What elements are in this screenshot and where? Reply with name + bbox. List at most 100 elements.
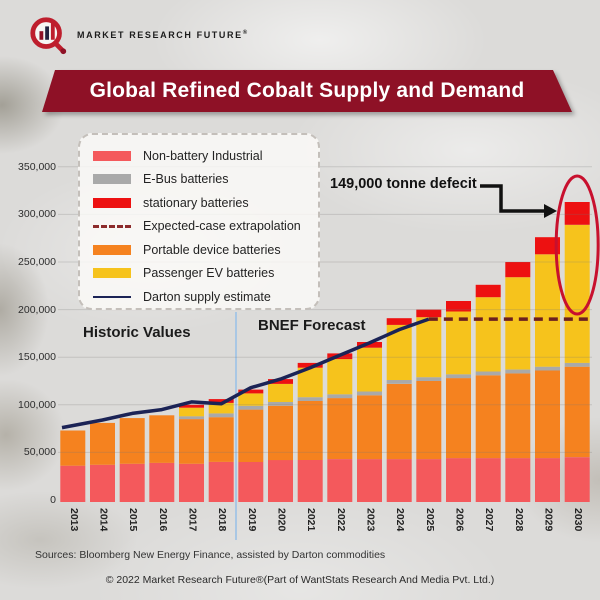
page-title: Global Refined Cobalt Supply and Demand: [89, 79, 525, 102]
x-tick-2029: 2029: [542, 508, 555, 532]
bar-2029-stationary-batteries: [535, 237, 560, 255]
bar-2013-portable-device-batteries: [60, 430, 86, 466]
registered-mark: ®: [242, 30, 249, 36]
x-tick-2016: 2016: [156, 508, 169, 532]
bar-2018-passenger-ev-batteries: [208, 402, 234, 414]
bar-2020-passenger-ev-batteries: [268, 383, 293, 402]
bar-2021-stationary-batteries: [297, 362, 323, 368]
bar-2014-non-battery-industrial: [90, 464, 115, 502]
bar-2019-e-bus-batteries: [238, 405, 264, 410]
legend-swatch-stationary: [93, 197, 131, 208]
bar-2021-non-battery-industrial: [297, 460, 323, 502]
x-tick-2015: 2015: [127, 508, 140, 532]
bar-2029-e-bus-batteries: [535, 366, 560, 371]
bar-2021-e-bus-batteries: [297, 397, 323, 401]
bar-2026-stationary-batteries: [446, 301, 471, 312]
legend-swatch-passenger-ev: [93, 268, 131, 279]
bar-2017-non-battery-industrial: [179, 463, 204, 502]
sources-note: Sources: Bloomberg New Energy Finance, a…: [35, 549, 386, 561]
bar-2018-non-battery-industrial: [208, 461, 234, 502]
bar-2015-portable-device-batteries: [119, 418, 145, 464]
legend-swatch-non-battery: [93, 150, 131, 161]
bar-2018-portable-device-batteries: [208, 417, 234, 462]
bar-2023-passenger-ev-batteries: [357, 347, 382, 392]
bar-2019-non-battery-industrial: [238, 461, 264, 502]
legend-item-passenger-ev: Passenger EV batteries: [93, 262, 318, 286]
darton-supply-line: [61, 317, 430, 430]
market-research-future-logo-icon: [30, 17, 67, 55]
bar-2026-portable-device-batteries: [446, 378, 471, 459]
chart-legend: Non-battery Industrial E-Bus batteries s…: [78, 133, 320, 310]
bar-2028-passenger-ev-batteries: [505, 277, 531, 370]
bar-2013-non-battery-industrial: [60, 465, 86, 502]
x-tick-2017: 2017: [186, 508, 199, 532]
bar-2024-non-battery-industrial: [386, 459, 412, 502]
copyright-note: © 2022 Market Research Future®(Part of W…: [105, 574, 495, 586]
bnef-forecast-label: BNEF Forecast: [258, 317, 366, 334]
x-tick-2018: 2018: [216, 508, 229, 532]
bar-2019-passenger-ev-batteries: [238, 393, 264, 406]
bar-2027-portable-device-batteries: [475, 375, 501, 459]
x-tick-2026: 2026: [453, 508, 466, 532]
bar-2030-stationary-batteries: [564, 202, 590, 225]
title-banner: Global Refined Cobalt Supply and Demand: [42, 70, 572, 112]
deficit-annotation: 149,000 tonne defecit: [330, 176, 477, 192]
bar-2030-portable-device-batteries: [564, 366, 590, 458]
bar-2029-portable-device-batteries: [535, 370, 560, 459]
bar-2023-e-bus-batteries: [357, 391, 382, 396]
bar-2018-e-bus-batteries: [208, 413, 234, 418]
historic-values-label: Historic Values: [83, 324, 191, 341]
y-tick-300000: 300,000: [18, 208, 56, 221]
bar-2027-e-bus-batteries: [475, 371, 501, 376]
bar-2027-stationary-batteries: [475, 284, 501, 298]
bar-2023-stationary-batteries: [357, 342, 382, 348]
bar-2027-passenger-ev-batteries: [475, 297, 501, 372]
x-tick-2028: 2028: [512, 508, 525, 532]
bar-2025-non-battery-industrial: [416, 459, 442, 502]
x-tick-2013: 2013: [67, 508, 80, 532]
bar-2025-stationary-batteries: [416, 309, 442, 318]
y-tick-100000: 100,000: [18, 398, 56, 411]
y-tick-150000: 150,000: [18, 351, 56, 364]
bar-2022-passenger-ev-batteries: [327, 359, 353, 395]
bar-2029-non-battery-industrial: [535, 458, 560, 502]
x-tick-2027: 2027: [483, 508, 496, 532]
bar-2028-stationary-batteries: [505, 262, 531, 278]
brand-header: MARKET RESEARCH FUTURE®: [28, 14, 249, 56]
y-tick-0: 0: [50, 494, 56, 506]
bar-2014-portable-device-batteries: [90, 422, 115, 465]
legend-swatch-ebus: [93, 174, 131, 185]
x-tick-2019: 2019: [245, 508, 258, 532]
bar-2025-portable-device-batteries: [416, 381, 442, 460]
bar-2026-non-battery-industrial: [446, 458, 471, 502]
bar-2028-non-battery-industrial: [505, 458, 531, 502]
legend-item-ebus: E-Bus batteries: [93, 168, 318, 192]
legend-item-darton-supply: Darton supply estimate: [93, 285, 318, 309]
bar-2022-non-battery-industrial: [327, 459, 353, 502]
bar-2030-passenger-ev-batteries: [564, 224, 590, 363]
bar-2015-non-battery-industrial: [119, 463, 145, 502]
x-tick-2024: 2024: [394, 508, 407, 532]
bar-2020-non-battery-industrial: [268, 460, 293, 502]
bar-2027-non-battery-industrial: [475, 458, 501, 502]
bar-2029-passenger-ev-batteries: [535, 254, 560, 367]
legend-item-portable: Portable device batteries: [93, 238, 318, 262]
x-tick-2025: 2025: [423, 508, 436, 532]
legend-swatch-portable: [93, 244, 131, 255]
bar-2022-portable-device-batteries: [327, 398, 353, 459]
x-tick-2014: 2014: [97, 508, 110, 532]
bar-2020-stationary-batteries: [268, 379, 293, 384]
x-tick-2023: 2023: [364, 508, 377, 532]
legend-swatch-extrapolation: [93, 224, 131, 228]
bar-2022-e-bus-batteries: [327, 394, 353, 399]
bar-2023-portable-device-batteries: [357, 395, 382, 460]
y-tick-350000: 350,000: [18, 160, 56, 173]
bar-2028-portable-device-batteries: [505, 373, 531, 459]
x-tick-2021: 2021: [305, 508, 318, 532]
deficit-arrow: [480, 184, 544, 213]
bar-2030-e-bus-batteries: [564, 362, 590, 367]
bar-2020-e-bus-batteries: [268, 401, 293, 406]
x-tick-2030: 2030: [572, 508, 585, 532]
bar-2019-portable-device-batteries: [238, 409, 264, 462]
